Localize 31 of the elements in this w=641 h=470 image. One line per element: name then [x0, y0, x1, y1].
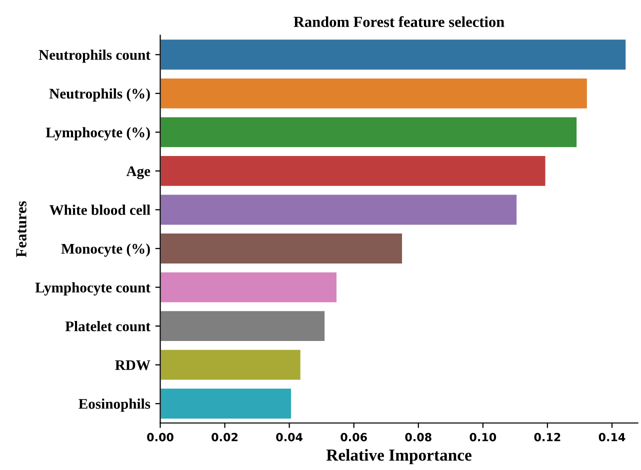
x-tick-label: 0.14: [598, 432, 626, 442]
x-tick-label: 0.02: [212, 432, 238, 442]
y-tick-label: RDW: [115, 360, 150, 370]
y-tick-label: Eosinophils: [78, 398, 150, 412]
y-tick-label: Lymphocyte count: [35, 282, 150, 296]
y-tick-label: Age: [126, 166, 150, 180]
y-tick-label: Platelet count: [65, 321, 150, 332]
x-tick-label: 0.08: [405, 432, 432, 442]
y-tick-label: Neutrophils count: [38, 50, 150, 63]
bar: [160, 77, 588, 110]
bar: [160, 194, 518, 226]
bar: [160, 348, 302, 381]
bar: [160, 116, 578, 148]
y-tick-label: Lymphocyte (%): [46, 127, 150, 140]
y-axis-title: Features: [16, 201, 26, 258]
x-tick-label: 0.06: [340, 432, 367, 442]
y-tick-label: Neutrophils (%): [49, 88, 150, 102]
bar: [160, 310, 326, 342]
x-tick-label: 0.04: [276, 432, 303, 442]
bar: [160, 38, 627, 71]
chart-title: Random Forest feature selection: [294, 16, 504, 28]
bar: [160, 232, 404, 265]
y-tick-label: Monocyte (%): [61, 243, 150, 257]
bar: [160, 271, 338, 304]
x-tick-label: 0.10: [470, 432, 496, 442]
bar: [160, 388, 292, 420]
x-tick-label: 0.00: [147, 432, 174, 442]
bar: [160, 154, 546, 188]
y-tick-label: White blood cell: [49, 204, 150, 216]
x-axis-title: Relative Importance: [326, 449, 472, 464]
x-tick-label: 0.12: [534, 432, 560, 442]
